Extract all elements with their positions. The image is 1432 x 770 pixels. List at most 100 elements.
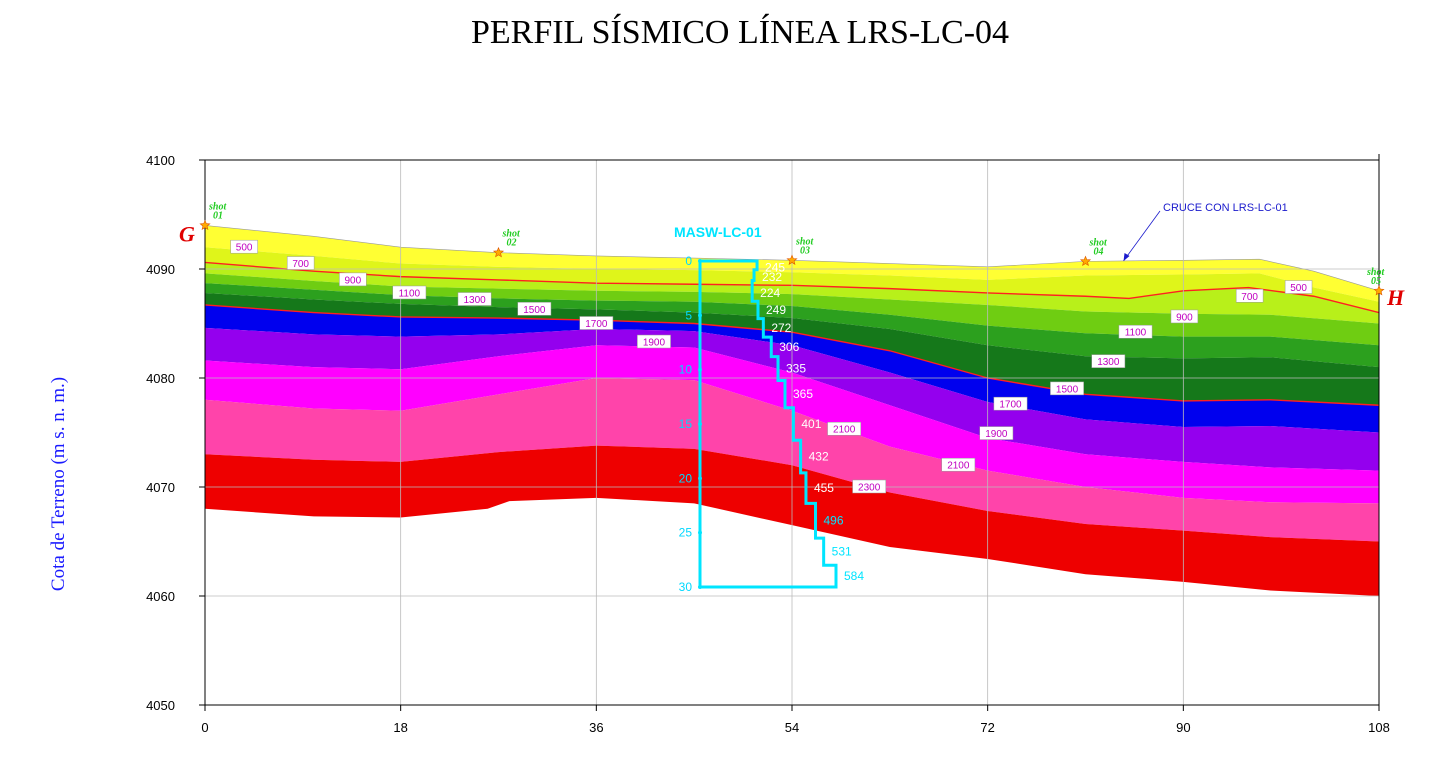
shot-label: shot [208, 201, 227, 212]
shot-number: 05 [1371, 276, 1381, 287]
cruce-label: CRUCE CON LRS-LC-01 [1163, 202, 1288, 214]
cruce-arrow-icon [1123, 252, 1130, 261]
shot-number: 03 [800, 245, 810, 256]
shot-label: shot [1366, 267, 1385, 278]
x-tick-label: 36 [589, 720, 603, 735]
masw-depth-tick [698, 476, 702, 481]
masw-depth-label: 5 [685, 308, 692, 322]
refractor-line [205, 261, 1379, 314]
masw-depth-label: 0 [685, 254, 692, 268]
velocity-label: 2100 [833, 425, 856, 436]
velocity-label-box [1235, 289, 1264, 303]
y-tick-label: 4080 [146, 371, 175, 386]
velocity-label-box [517, 302, 552, 316]
shot-star-icon [1079, 255, 1092, 267]
shot-label: shot [502, 229, 521, 240]
masw-velocity-value: 496 [824, 514, 844, 528]
velocity-label: 1700 [999, 400, 1022, 411]
masw-velocity-value: 531 [832, 545, 852, 559]
masw-velocity-value: 365 [793, 387, 813, 401]
masw-velocity-profile [698, 259, 838, 589]
shot-number: 01 [213, 210, 223, 221]
ground-surface-line [205, 225, 1379, 292]
shot-star-icon [492, 246, 505, 258]
velocity-label-box [979, 426, 1014, 440]
velocity-label-box [1284, 280, 1313, 294]
velocity-label: 700 [1241, 292, 1258, 303]
y-tick-label: 4050 [146, 698, 175, 713]
x-tick-label: 0 [201, 720, 208, 735]
velocity-label-box [637, 334, 671, 349]
masw-velocity-value: 249 [766, 303, 786, 317]
masw-depth-tick [698, 367, 702, 372]
layer-1100 [205, 283, 1379, 368]
masw-velocity-value: 245 [765, 260, 785, 274]
y-tick-label: 4100 [146, 153, 175, 168]
velocity-label: 1300 [463, 295, 486, 306]
masw-depth-tick [698, 422, 702, 426]
masw-velocity-value: 335 [786, 362, 806, 376]
velocity-label: 1100 [399, 288, 421, 299]
velocity-label: 2300 [858, 483, 881, 494]
velocity-label: 700 [292, 259, 309, 270]
masw-velocity-value: 455 [814, 481, 834, 495]
masw-depth-label: 25 [679, 526, 693, 540]
velocity-label-box [1050, 381, 1084, 396]
layer-1900 [205, 345, 1379, 504]
velocity-label: 500 [236, 243, 253, 254]
velocity-label-box [457, 292, 492, 306]
velocity-label: 1500 [523, 305, 546, 316]
cruce-leader-line [1123, 210, 1161, 262]
masw-velocity-value: 584 [844, 569, 864, 583]
shot-label: shot [1089, 237, 1108, 248]
cruce-annotation: CRUCE CON LRS-LC-01 [1123, 202, 1288, 262]
y-tick-label: 4070 [146, 480, 175, 495]
masw-depth-tick [698, 259, 702, 263]
velocity-label-box [993, 396, 1028, 411]
velocity-label: 1500 [1056, 384, 1079, 395]
velocity-label-box [1170, 309, 1199, 324]
velocity-label: 900 [1176, 312, 1193, 323]
masw-depth-tick [698, 585, 702, 589]
velocity-label-box [392, 285, 427, 300]
velocity-label: 2100 [947, 461, 970, 472]
velocity-label-box [827, 421, 862, 436]
layer-1700 [205, 327, 1379, 471]
masw-title: MASW-LC-01 [674, 224, 762, 240]
axes: 0 18 36 54 72 90 108 4050 4060 4070 4080 4090 4100 [146, 153, 1390, 735]
x-tick-label: 54 [785, 720, 799, 735]
masw-velocity-value: 306 [779, 340, 799, 354]
masw-velocity-value: 401 [801, 417, 821, 431]
velocity-label-box [230, 239, 258, 254]
shot-star-icon [1373, 285, 1385, 296]
velocity-labels: 500 700 900 1100 1300 1500 1700 1900 2100 2300 210… [230, 239, 1313, 494]
masw-depth-label: 20 [679, 471, 693, 485]
velocity-label-box [941, 457, 976, 472]
shot-star-icon [199, 219, 211, 231]
shot-number: 04 [1094, 246, 1104, 257]
x-tick-label: 108 [1368, 720, 1390, 735]
shot-star-icon [786, 254, 798, 265]
shot-label: shot [795, 236, 814, 247]
velocity-label: 1900 [643, 338, 666, 349]
masw-depth-tick [698, 530, 702, 535]
velocity-label: 1100 [1125, 328, 1147, 339]
masw-velocity-value: 432 [809, 450, 829, 464]
velocity-label-box [339, 272, 367, 287]
velocity-label: 500 [1290, 283, 1307, 294]
masw-depth-tick [698, 313, 702, 318]
layer-1300 [205, 292, 1379, 406]
velocity-label-box [1091, 354, 1126, 368]
velocity-label-box [579, 316, 614, 330]
y-tick-label: 4060 [146, 589, 175, 604]
y-tick-label: 4090 [146, 262, 175, 277]
masw-depth-label: 30 [679, 580, 693, 594]
velocity-label-box [286, 256, 315, 270]
velocity-label-box [1118, 324, 1153, 339]
masw-depth-label: 10 [679, 363, 693, 377]
layer-1500 [205, 304, 1379, 433]
masw-depth-label: 15 [679, 417, 693, 431]
layer-900 [205, 273, 1379, 346]
